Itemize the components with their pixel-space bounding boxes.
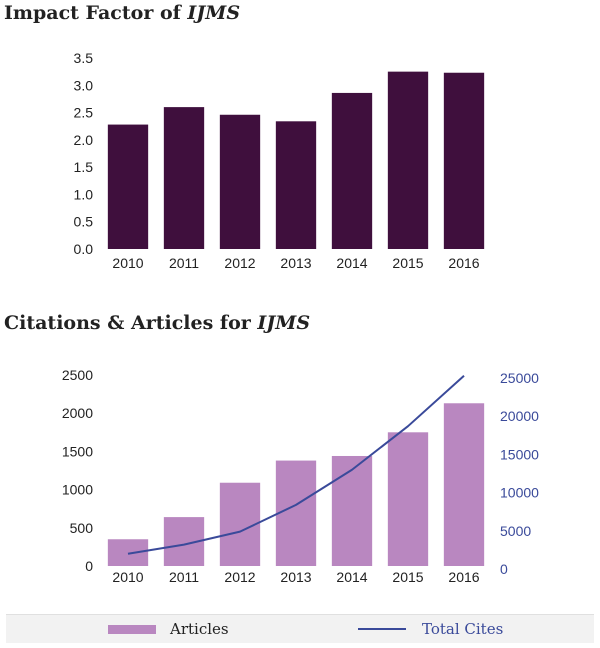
chart2-legend: Articles Total Cites xyxy=(6,614,594,643)
chart2-x-tick: 2010 xyxy=(112,569,143,585)
chart2-x-tick: 2014 xyxy=(336,569,367,585)
chart2-y-left-tick: 1500 xyxy=(62,443,93,459)
chart2-y-right-tick: 25000 xyxy=(500,370,539,386)
chart2-y-left-tick: 2500 xyxy=(62,367,93,383)
chart1-bar xyxy=(219,114,261,249)
chart1-title-journal: IJMS xyxy=(187,2,241,24)
chart1-y-tick: 0.0 xyxy=(74,241,94,257)
chart2-y-left-tick: 1000 xyxy=(62,482,93,498)
chart2-y-left-tick: 500 xyxy=(70,520,94,536)
chart1-bar xyxy=(387,71,429,250)
impact-factor-chart: 0.0 0.5 1.0 1.5 2.0 2.5 3.0 3.5 2010 2011 2012 2013… xyxy=(74,50,485,271)
chart2-y-right-tick: 0 xyxy=(500,561,508,577)
chart2-title: Citations & Articles for IJMS xyxy=(4,312,310,334)
chart2-articles-bar xyxy=(331,455,373,566)
chart1-y-tick: 2.0 xyxy=(74,132,94,148)
chart2-title-journal: IJMS xyxy=(257,312,311,334)
chart2-articles-bar xyxy=(275,460,317,566)
chart2-y-right-tick: 15000 xyxy=(500,446,539,462)
chart1-title-prefix: Impact Factor of xyxy=(4,2,188,24)
chart1-x-tick: 2014 xyxy=(336,255,367,271)
chart2-y-right-tick: 5000 xyxy=(500,523,531,539)
chart1-x-tick: 2012 xyxy=(224,255,255,271)
chart2-y-right-tick: 20000 xyxy=(500,408,539,424)
chart1-y-tick: 2.5 xyxy=(74,105,94,121)
chart2-articles-bar xyxy=(387,432,429,566)
chart1-x-tick: 2013 xyxy=(280,255,311,271)
chart1-x-tick: 2010 xyxy=(112,255,143,271)
chart1-bar xyxy=(443,72,485,249)
chart2-x-tick: 2012 xyxy=(224,569,255,585)
legend-swatch-articles xyxy=(108,624,156,634)
chart1-y-tick: 3.0 xyxy=(74,77,94,93)
legend-item-articles: Articles xyxy=(108,615,229,643)
chart1-x-tick: 2011 xyxy=(169,255,199,271)
legend-label-articles: Articles xyxy=(170,620,229,638)
chart1-x-tick: 2016 xyxy=(448,255,479,271)
chart2-articles-bar xyxy=(443,403,485,566)
chart2-y-left-tick: 2000 xyxy=(62,405,93,421)
chart1-bar xyxy=(275,121,317,249)
chart1-title: Impact Factor of IJMS xyxy=(4,2,240,24)
chart2-x-tick: 2015 xyxy=(392,569,423,585)
chart1-y-tick: 1.5 xyxy=(74,159,94,175)
chart1-x-tick: 2015 xyxy=(392,255,423,271)
chart2-articles-bar xyxy=(107,539,149,566)
chart2-y-left-tick: 0 xyxy=(85,558,93,574)
chart1-bar xyxy=(163,107,205,249)
legend-label-total-cites: Total Cites xyxy=(422,620,504,638)
chart2-y-right-tick: 10000 xyxy=(500,485,539,501)
chart1-y-tick: 0.5 xyxy=(74,214,94,230)
chart2-x-tick: 2013 xyxy=(280,569,311,585)
chart1-bar xyxy=(331,92,373,249)
chart2-x-tick: 2011 xyxy=(169,569,199,585)
chart2-title-prefix: Citations & Articles for xyxy=(4,312,258,334)
chart1-y-tick: 3.5 xyxy=(74,50,94,66)
citations-articles-chart: 0500100015002000250005000100001500020000… xyxy=(62,367,539,585)
chart2-x-tick: 2016 xyxy=(448,569,479,585)
chart1-bar xyxy=(107,124,149,249)
legend-item-total-cites: Total Cites xyxy=(358,615,503,643)
chart1-y-tick: 1.0 xyxy=(74,186,94,202)
legend-swatch-total-cites xyxy=(358,628,406,630)
